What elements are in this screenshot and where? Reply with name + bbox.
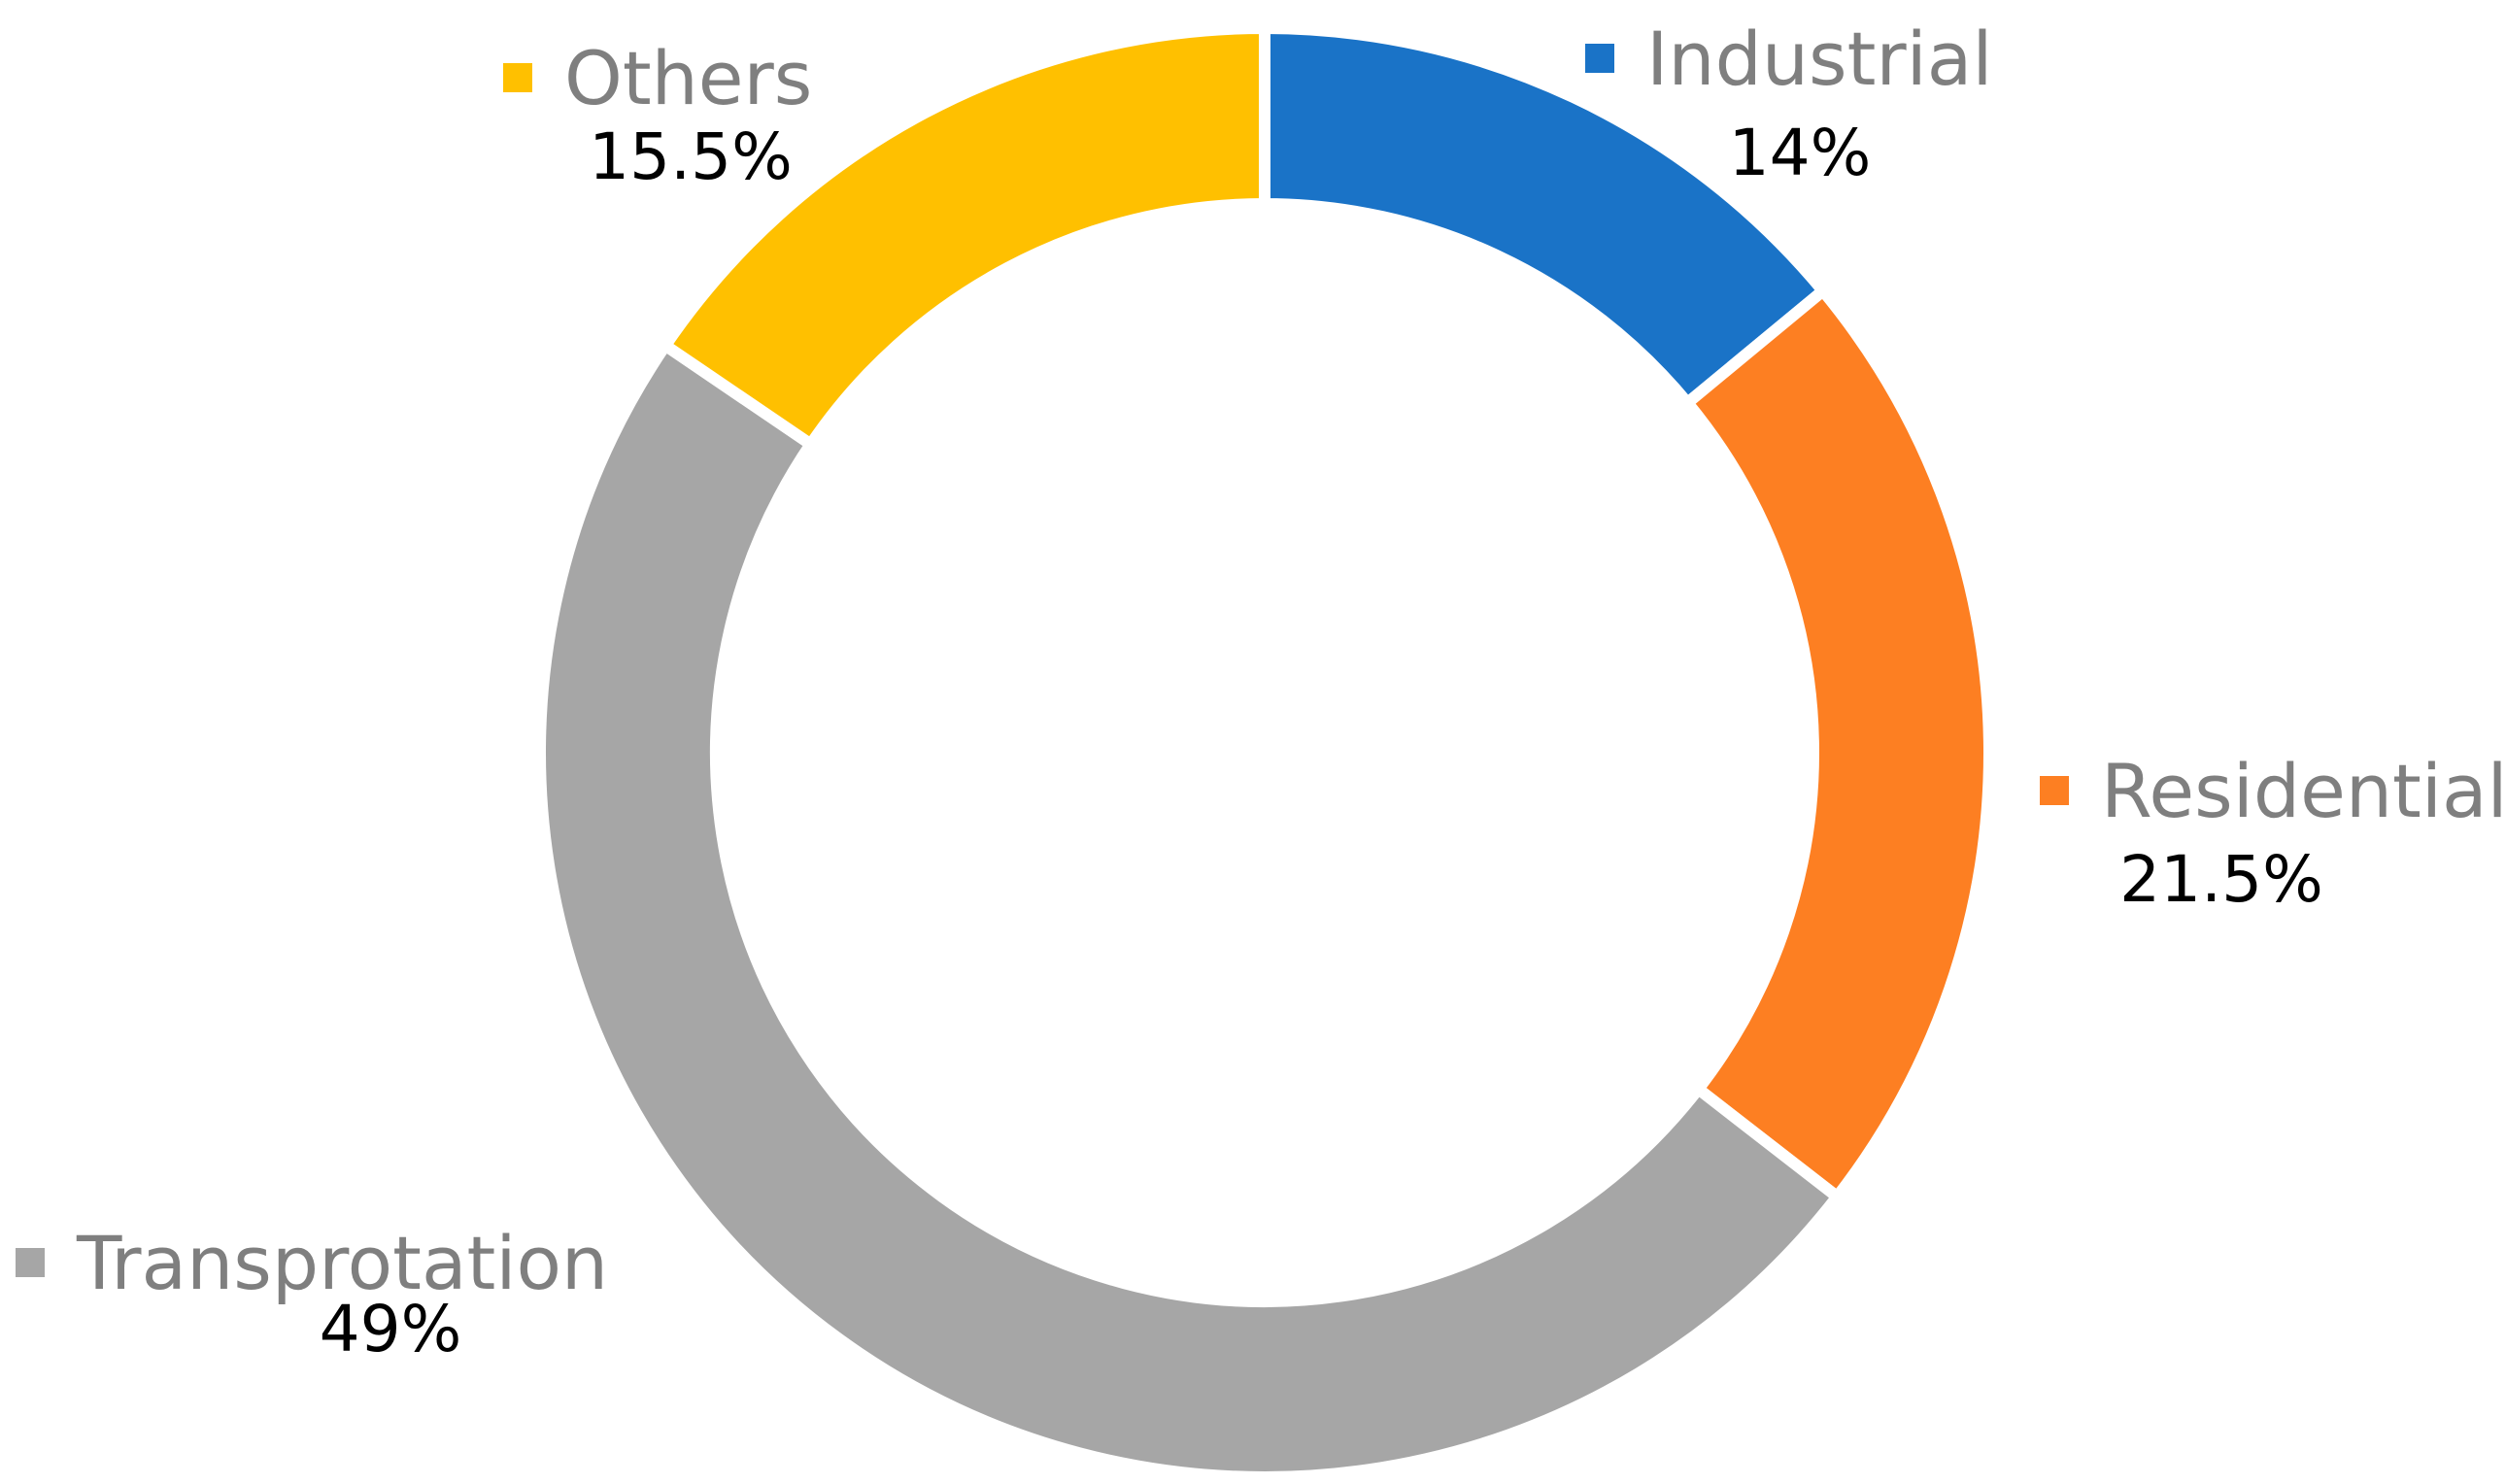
value-label-industrial: 14% <box>1729 116 1872 190</box>
legend-swatch-transprotation <box>16 1248 45 1277</box>
legend-label-residential: Residential <box>2101 748 2506 834</box>
legend-label-others: Others <box>564 35 812 121</box>
labels-layer: Industrial 14% Residential 21.5% Transprotat… <box>16 16 2506 1366</box>
legend-swatch-others <box>503 63 532 92</box>
slice-others <box>657 21 1270 453</box>
value-label-residential: 21.5% <box>2119 842 2323 917</box>
value-label-transprotation: 49% <box>320 1292 462 1366</box>
value-label-others: 15.5% <box>589 119 793 194</box>
legend-swatch-residential <box>2040 776 2069 805</box>
legend-swatch-industrial <box>1585 44 1614 73</box>
slices-layer <box>534 21 1996 1484</box>
legend-label-transprotation: Transprotation <box>76 1220 608 1306</box>
slice-transprotation <box>534 337 1846 1484</box>
legend-label-industrial: Industrial <box>1646 16 1992 102</box>
slice-residential <box>1678 283 1996 1205</box>
